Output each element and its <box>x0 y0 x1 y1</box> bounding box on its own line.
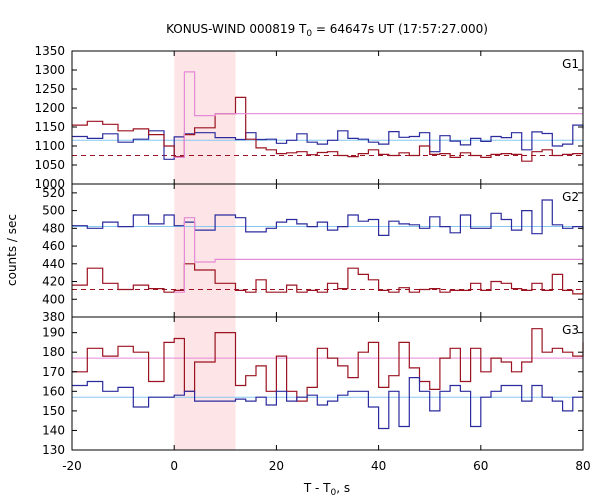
series-line <box>174 217 583 293</box>
y-axis-label: counts / sec <box>5 214 19 286</box>
x-tick-label: 80 <box>575 459 590 473</box>
x-tick-label: -20 <box>62 459 82 473</box>
series-line <box>72 96 583 162</box>
y-tick-label: 1200 <box>34 101 65 115</box>
y-tick-label: 130 <box>42 443 65 457</box>
highlight-interval <box>174 184 236 317</box>
x-tick-label: 20 <box>269 459 284 473</box>
series-line <box>72 328 584 402</box>
highlight-interval <box>174 51 236 184</box>
panel-label: G1 <box>562 57 579 71</box>
y-tick-label: 520 <box>42 186 65 200</box>
y-tick-label: 180 <box>42 345 65 359</box>
y-tick-label: 190 <box>42 326 65 340</box>
panel-frame <box>71 316 584 451</box>
y-tick-label: 380 <box>42 310 65 324</box>
x-tick-label: 40 <box>371 459 386 473</box>
y-tick-label: 1350 <box>34 44 65 58</box>
y-tick-label: 170 <box>42 365 65 379</box>
highlight-layer <box>174 51 236 450</box>
panel-label: G2 <box>562 190 579 204</box>
x-tick-label: 0 <box>170 459 178 473</box>
y-tick-label: 480 <box>42 221 65 235</box>
y-tick-label: 440 <box>42 257 65 271</box>
highlight-interval <box>174 317 236 450</box>
frame-layer: 10001050110011501200125013001350G1380400… <box>34 44 590 473</box>
y-tick-label: 1050 <box>34 158 65 172</box>
y-tick-label: 420 <box>42 275 65 289</box>
x-axis-label: T - T0, s <box>303 481 350 498</box>
chart-title: KONUS-WIND 000819 T0 = 64647s UT (17:57:… <box>166 22 488 39</box>
y-tick-label: 1000 <box>34 177 65 191</box>
y-tick-label: 1300 <box>34 63 65 77</box>
series-line <box>174 71 583 158</box>
y-tick-label: 160 <box>42 384 65 398</box>
series-line <box>72 263 584 295</box>
series-line <box>72 377 583 430</box>
y-tick-label: 1100 <box>34 139 65 153</box>
y-tick-label: 500 <box>42 204 65 218</box>
y-tick-label: 150 <box>42 404 65 418</box>
y-tick-label: 1250 <box>34 82 65 96</box>
y-tick-label: 140 <box>42 423 65 437</box>
y-tick-label: 400 <box>42 292 65 306</box>
y-tick-label: 1150 <box>34 120 65 134</box>
x-tick-label: 60 <box>473 459 488 473</box>
y-tick-label: 460 <box>42 239 65 253</box>
panel-label: G3 <box>562 323 579 337</box>
series-layer <box>72 71 584 430</box>
series-line <box>72 199 584 236</box>
